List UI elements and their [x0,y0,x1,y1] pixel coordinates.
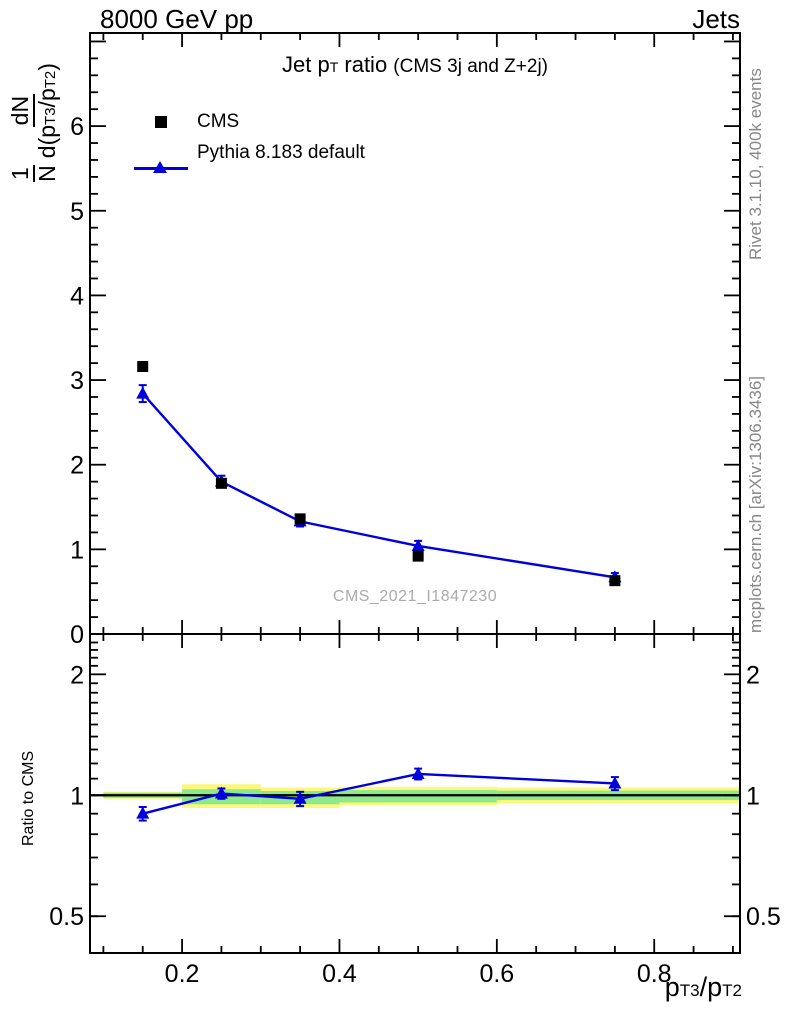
legend-item-pythia: Pythia 8.183 default [133,137,365,173]
svg-text:4: 4 [70,282,84,310]
series-pythia [136,384,622,583]
svg-text:0.8: 0.8 [637,960,672,988]
legend: CMS Pythia 8.183 default [133,106,365,173]
header-beam-energy: 8000 GeV pp [100,4,254,34]
svg-text:0.6: 0.6 [479,960,514,988]
mcplots-arxiv-note: mcplots.cern.ch [arXiv:1306.3436] [746,375,765,633]
plot-title-prefix: Jet p [282,52,330,77]
x-axis-label: pT3/pT2 [664,972,742,1002]
legend-marker-cell [133,115,189,128]
svg-text:1: 1 [70,536,84,564]
y-axis-label: 1 N dN d(pT3/pT2) [7,63,60,182]
svg-text:0.5: 0.5 [49,903,84,931]
svg-text:0.4: 0.4 [322,960,357,988]
header-analysis-group: Jets [692,4,740,34]
cms-square-marker-icon [155,115,167,128]
svg-text:6: 6 [70,113,84,141]
analysis-watermark: CMS_2021_I1847230 [332,588,498,605]
legend-label-cms: CMS [197,110,240,132]
svg-text:0.5: 0.5 [746,903,781,931]
y-axis-label-frac2: dN d(pT3/pT2) [7,63,60,159]
svg-text:2: 2 [746,661,760,689]
svg-text:0: 0 [70,621,84,649]
plot-title-suffix: ratio [338,52,394,77]
plot-title-subscript: T [329,59,339,75]
legend-label-pythia: Pythia 8.183 default [197,141,365,163]
rivet-version-note: Rivet 3.1.10, 400k events [746,68,765,260]
frac1-denominator: N [33,165,60,182]
frac2-denominator: d(pT3/pT2) [33,63,60,159]
plot-title: Jet pT ratio (CMS 3j and Z+2j) [90,52,740,78]
y-axis-label-frac1: 1 N [7,165,60,182]
ratio-series-pythia [136,766,622,822]
series-cms [137,361,621,587]
axes-frames [89,32,741,954]
axis-tick-labels: 0.2 0.4 0.6 0.8 0 1 2 3 4 5 6 0.5 0.5 1 1 2 2 [49,113,781,988]
frac1-numerator: 1 [7,165,35,182]
frac2-numerator: dN [7,93,35,128]
ratio-axis-label: Ratio to CMS [20,750,37,846]
pythia-triangle-marker-icon [153,160,167,173]
axis-ticks [90,33,740,953]
legend-item-cms: CMS [133,106,365,137]
svg-text:5: 5 [70,198,84,226]
svg-text:1: 1 [70,782,84,810]
svg-text:2: 2 [70,452,84,480]
svg-text:0.2: 0.2 [165,960,200,988]
svg-text:2: 2 [70,661,84,689]
svg-text:1: 1 [746,782,760,810]
svg-text:3: 3 [70,367,84,395]
plot-title-note: (CMS 3j and Z+2j) [393,56,548,77]
